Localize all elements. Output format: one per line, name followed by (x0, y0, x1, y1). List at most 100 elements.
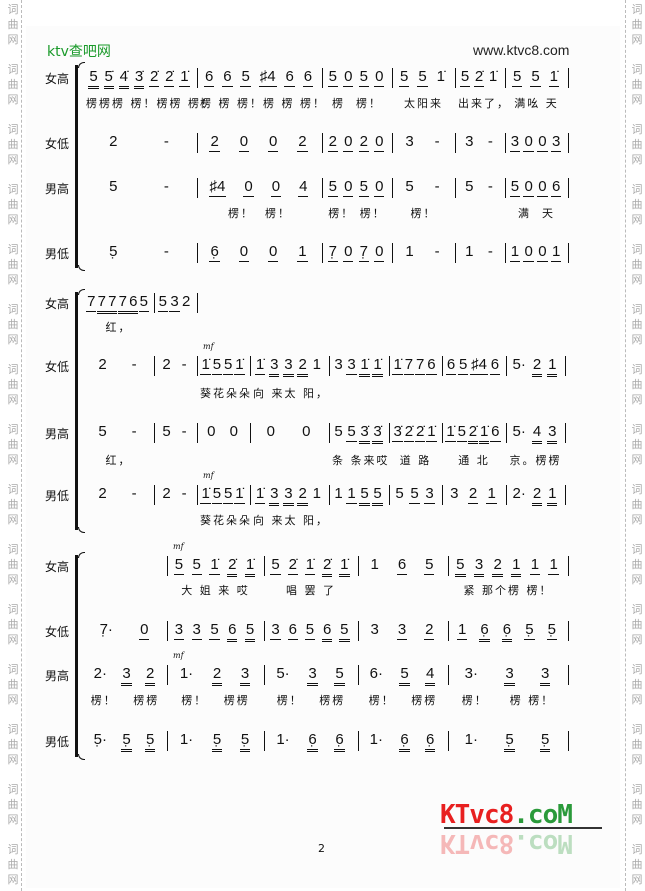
note: 0 (238, 243, 250, 262)
dynamic-mark: mf (203, 471, 214, 480)
note: 5̣ (546, 621, 557, 640)
note: 6 (203, 68, 215, 87)
system-bracket (75, 289, 85, 533)
note: 0 (343, 178, 354, 197)
bar-line (389, 423, 390, 443)
note: 1 (297, 243, 308, 262)
lyric: 楞！ 楞楞 (368, 694, 438, 707)
note: 3 (270, 621, 281, 640)
bar-line (322, 178, 323, 198)
note: 4 (424, 665, 436, 686)
lyric: 楞！ 楞楞 (90, 694, 160, 707)
measure: 3̇ 2̇ 2̇ 1̇ (392, 423, 437, 445)
note: 6̣ (334, 731, 345, 752)
lyric: 条 条来哎 (332, 454, 390, 467)
note: - (163, 178, 169, 195)
note: 5̇ (103, 68, 114, 89)
watermark-text: 词 曲 网 (7, 363, 19, 406)
lyric: 葵花朵朵 (200, 514, 252, 527)
note: 1 (334, 485, 343, 502)
measure: 1· 6̣ 6̣ (361, 731, 443, 753)
lyric: 出来了， (458, 97, 510, 110)
bar-line (505, 178, 506, 198)
measure: 3 3 1̇ 1̇ (332, 356, 384, 378)
measure: 5 2̇ 1̇ (458, 68, 500, 90)
note: 7 (403, 356, 415, 375)
lyric: 楞楞楞 楞！楞楞 楞！ (86, 97, 214, 110)
note: 3̇ (392, 423, 403, 442)
dynamic-mark: mf (173, 542, 184, 551)
note: 5 (530, 68, 541, 87)
measure: 5- (395, 178, 450, 200)
note: 0 (270, 178, 282, 197)
note: 0 (343, 243, 354, 262)
measure: 1- (458, 243, 500, 265)
measure: 2- (157, 356, 192, 378)
note: 0 (243, 178, 254, 197)
note: 2̇ (287, 556, 298, 575)
note: 0 (343, 68, 354, 87)
note: 1 (312, 356, 322, 373)
note: 1 (511, 556, 522, 577)
note: ♯4 (470, 356, 488, 375)
part-label: 女低 (45, 137, 70, 151)
lyric: 楞！ 楞 楞！ (461, 694, 555, 707)
note: 5 (334, 423, 343, 440)
note: - (434, 133, 440, 150)
watermark-text: 词 曲 网 (631, 663, 643, 706)
note: 2 (297, 356, 308, 377)
bar-line (442, 356, 443, 376)
score-page (26, 26, 620, 888)
note: - (487, 133, 493, 150)
bar-line (329, 356, 330, 376)
measure: 5 5 1̇ (508, 68, 563, 90)
bar-line (250, 485, 251, 505)
part-label: 女高 (45, 297, 70, 311)
note: 5 (334, 665, 345, 686)
note: 0 (302, 423, 311, 440)
note: 1· (369, 731, 383, 748)
measure: 5- (86, 178, 192, 200)
bar-line (197, 133, 198, 153)
note: 3 (370, 621, 379, 638)
measure: 5 2̇ 1̇ 2̇ 1̇ (267, 556, 353, 578)
note: 6̣ (479, 621, 490, 642)
bar-line (392, 178, 393, 198)
note: 3 (539, 665, 551, 686)
note: - (163, 133, 169, 150)
note: 3 (283, 485, 294, 506)
note: 2̇ (467, 423, 479, 444)
bar-line (389, 356, 390, 376)
note: 5 (424, 556, 435, 575)
note: 3 (504, 665, 515, 686)
note: 0 (266, 423, 275, 440)
note: 5 (157, 293, 168, 312)
watermark-text: 词 曲 网 (7, 123, 19, 166)
measure: 1· 5̣ 5̣ (170, 731, 259, 753)
note: 2 (162, 356, 171, 373)
note: 1 (346, 485, 357, 504)
note: 1 (486, 485, 497, 504)
note: 3 (269, 356, 280, 377)
note: 5· (276, 665, 290, 682)
note: - (487, 243, 493, 260)
note: 7 (414, 356, 426, 375)
watermark-text: 词 曲 网 (7, 483, 19, 526)
note: 6̣ (209, 243, 220, 262)
note: 5̣ (109, 243, 118, 260)
measure: 7̣· 0 (86, 621, 162, 643)
note: 2 (211, 665, 223, 686)
note: 2 (98, 485, 107, 502)
watermark-text: 词 曲 网 (7, 183, 19, 226)
watermark-text: 词 曲 网 (631, 123, 643, 166)
note: 5 (138, 293, 149, 312)
bar-line (389, 485, 390, 505)
note: 5 (458, 356, 469, 375)
bar-line (358, 665, 359, 685)
bar-line (455, 243, 456, 263)
note: 7̣ (358, 243, 369, 262)
